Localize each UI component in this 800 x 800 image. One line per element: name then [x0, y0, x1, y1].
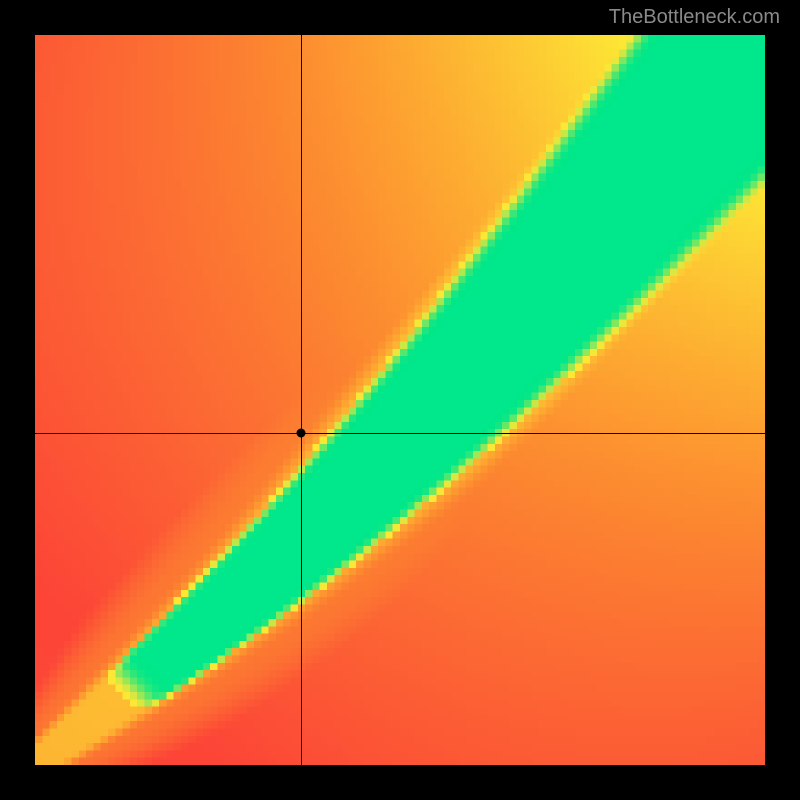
heatmap-plot [35, 35, 765, 765]
heatmap-canvas [35, 35, 765, 765]
watermark-text: TheBottleneck.com [609, 6, 780, 29]
chart-container: TheBottleneck.com [0, 0, 800, 800]
data-marker [297, 428, 306, 437]
crosshair-horizontal [35, 433, 765, 434]
crosshair-vertical [301, 35, 302, 765]
